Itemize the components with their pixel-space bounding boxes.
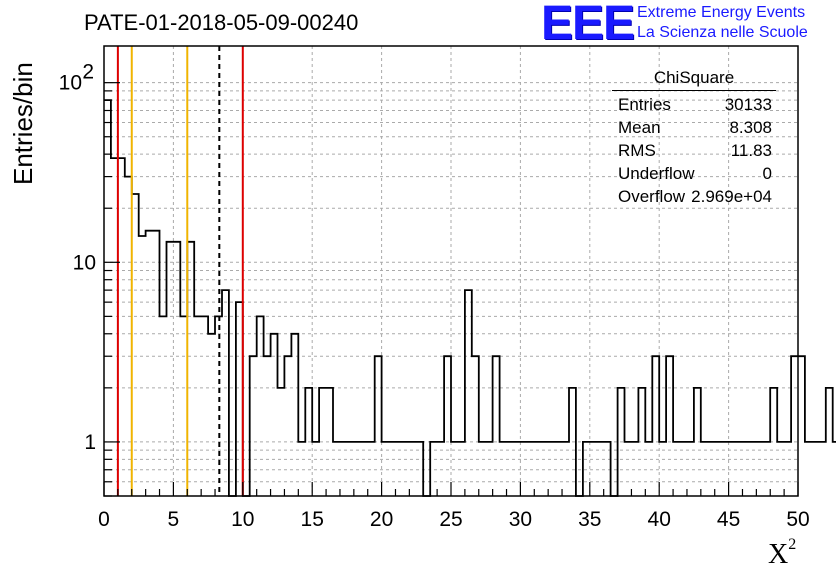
stats-title: ChiSquare	[612, 66, 776, 91]
y-axis-label: Entries/bin	[8, 62, 38, 185]
stats-value: 8.308	[729, 118, 772, 137]
x-tick-label: 0	[98, 508, 110, 531]
logo-letters: EEE	[541, 0, 635, 50]
stats-value: 0	[762, 164, 772, 183]
x-axis-label: X2	[768, 536, 796, 571]
stats-label: Entries	[618, 95, 671, 114]
stats-label: Overflow	[618, 187, 686, 206]
stats-label: Mean	[618, 118, 661, 137]
logo-line2: La Scienza nelle Scuole	[637, 24, 808, 41]
stats-value: 30133	[724, 95, 772, 114]
stats-row-overflow: Overflow 2.969e+04	[612, 185, 776, 208]
y-tick-label: 10	[73, 251, 96, 274]
x-tick-label: 5	[168, 508, 180, 531]
x-tick-label: 35	[578, 508, 601, 531]
x-tick-label: 40	[648, 508, 671, 531]
stats-label: Underflow	[618, 164, 695, 183]
y-tick-label: 1	[84, 431, 96, 454]
stats-value: 11.83	[730, 141, 772, 160]
y-tick-label: 10	[59, 72, 82, 95]
logo-line1: Extreme Energy Events	[637, 4, 806, 21]
stats-row-rms: RMS 11.83	[612, 139, 776, 162]
x-tick-label: 25	[439, 508, 462, 531]
x-tick-label: 50	[786, 508, 809, 531]
x-tick-label: 15	[301, 508, 324, 531]
stats-label: RMS	[618, 141, 656, 160]
x-tick-label: 10	[231, 508, 254, 531]
x-tick-label: 45	[717, 508, 740, 531]
eee-logo: EEE Extreme Energy Events La Scienza nel…	[541, 0, 808, 50]
stats-value: 2.969e+04	[691, 187, 772, 206]
stats-row-underflow: Underflow 0	[612, 162, 776, 185]
stats-row-entries: Entries 30133	[612, 93, 776, 116]
y-tick-superscript: 2	[82, 61, 94, 84]
x-tick-label: 30	[509, 508, 532, 531]
chart-title: PATE-01-2018-05-09-00240	[84, 10, 359, 35]
stats-box: ChiSquare Entries 30133 Mean 8.308 RMS 1…	[612, 66, 776, 208]
stats-row-mean: Mean 8.308	[612, 116, 776, 139]
histogram-steps	[104, 99, 836, 497]
x-tick-label: 20	[370, 508, 393, 531]
x-axis-label-text: X	[768, 539, 789, 570]
logo-subtitle: Extreme Energy Events La Scienza nelle S…	[637, 3, 808, 43]
x-axis-label-superscript: 2	[788, 536, 797, 553]
